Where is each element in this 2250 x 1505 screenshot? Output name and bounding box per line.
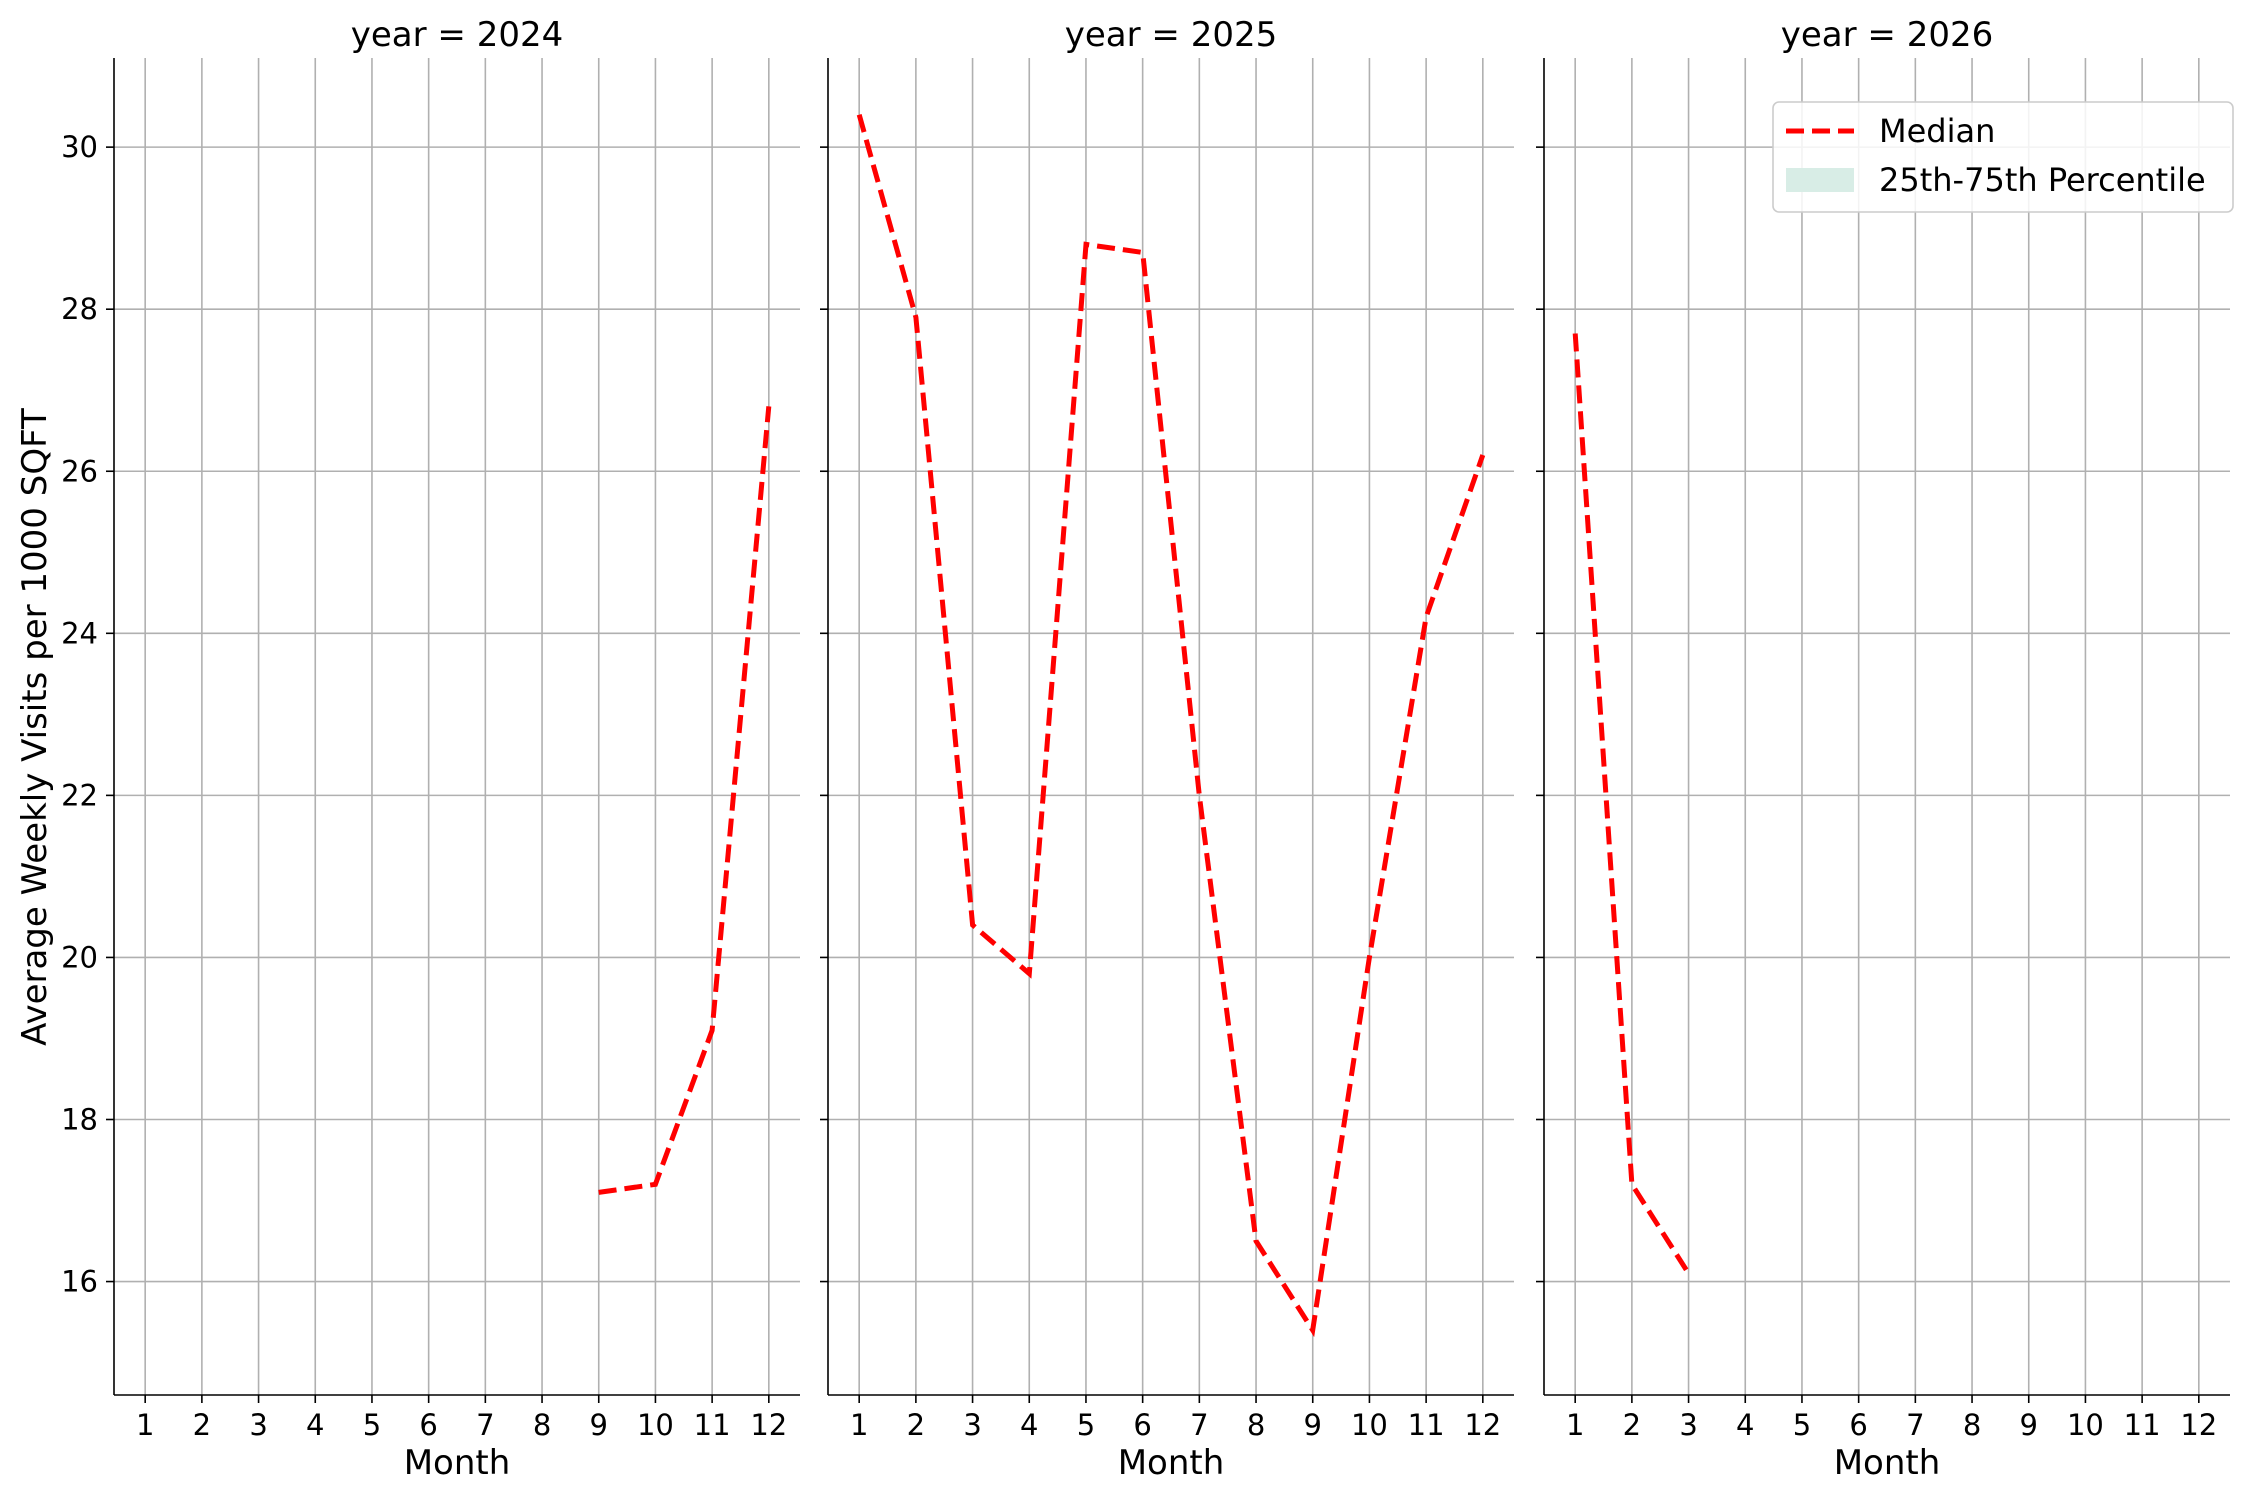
x-tick-label: 7 [1190, 1408, 1208, 1442]
x-tick-label: 10 [637, 1408, 674, 1442]
x-tick-label: 4 [306, 1408, 324, 1442]
x-tick-label: 11 [694, 1408, 731, 1442]
x-tick-label: 9 [590, 1408, 608, 1442]
panel-title: year = 2026 [1781, 15, 1993, 55]
panel-title: year = 2024 [351, 15, 563, 55]
x-tick-label: 1 [850, 1408, 868, 1442]
x-tick-label: 8 [1247, 1408, 1265, 1442]
x-tick-label: 9 [1304, 1408, 1322, 1442]
x-tick-label: 5 [1793, 1408, 1811, 1442]
x-tick-label: 10 [2067, 1408, 2104, 1442]
x-tick-label: 5 [363, 1408, 381, 1442]
x-axis-label: Month [404, 1443, 511, 1483]
y-tick-label: 22 [61, 778, 98, 812]
y-tick-label: 16 [61, 1265, 98, 1299]
x-tick-label: 7 [1906, 1408, 1924, 1442]
median-series-line [859, 115, 1483, 1331]
x-tick-label: 12 [1464, 1408, 1501, 1442]
x-tick-label: 12 [2180, 1408, 2217, 1442]
y-tick-label: 26 [61, 454, 98, 488]
x-tick-label: 2 [193, 1408, 211, 1442]
x-tick-label: 6 [419, 1408, 437, 1442]
legend-percentile-label: 25th-75th Percentile [1879, 161, 2206, 199]
x-tick-label: 1 [136, 1408, 154, 1442]
x-tick-label: 6 [1133, 1408, 1151, 1442]
x-axis-label: Month [1834, 1443, 1941, 1483]
x-tick-label: 4 [1020, 1408, 1038, 1442]
x-tick-label: 3 [249, 1408, 267, 1442]
x-tick-label: 11 [2124, 1408, 2161, 1442]
x-tick-label: 2 [1623, 1408, 1641, 1442]
legend-percentile-swatch [1786, 168, 1854, 192]
x-tick-label: 10 [1351, 1408, 1388, 1442]
x-tick-label: 8 [1963, 1408, 1981, 1442]
x-tick-label: 3 [1679, 1408, 1697, 1442]
x-tick-label: 7 [476, 1408, 494, 1442]
x-tick-label: 12 [750, 1408, 787, 1442]
x-tick-label: 3 [963, 1408, 981, 1442]
y-tick-label: 24 [61, 616, 98, 650]
x-tick-label: 5 [1077, 1408, 1095, 1442]
y-tick-label: 30 [61, 130, 98, 164]
legend: Median 25th-75th Percentile [1773, 102, 2233, 212]
y-axis-label: Average Weekly Visits per 1000 SQFT [15, 408, 55, 1046]
y-tick-label: 18 [61, 1102, 98, 1136]
x-tick-label: 4 [1736, 1408, 1754, 1442]
x-tick-label: 9 [2020, 1408, 2038, 1442]
x-tick-label: 1 [1566, 1408, 1584, 1442]
panel-title: year = 2025 [1065, 15, 1277, 55]
y-tick-label: 28 [61, 292, 98, 326]
x-tick-label: 6 [1849, 1408, 1867, 1442]
median-series-line [599, 406, 769, 1192]
y-tick-label: 20 [61, 940, 98, 974]
legend-median-label: Median [1879, 112, 1995, 150]
x-tick-label: 11 [1408, 1408, 1445, 1442]
x-tick-label: 8 [533, 1408, 551, 1442]
x-tick-label: 2 [907, 1408, 925, 1442]
x-axis-label: Month [1118, 1443, 1225, 1483]
